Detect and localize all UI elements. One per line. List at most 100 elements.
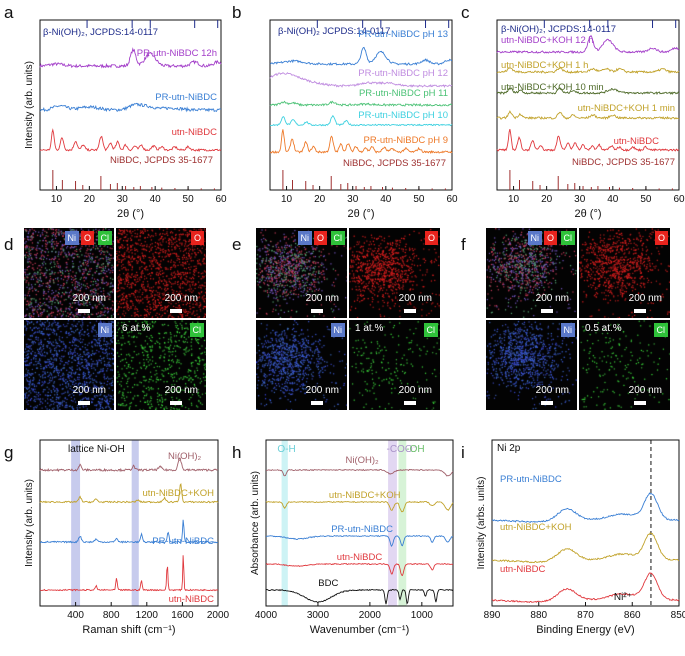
- pattern-a: [39, 128, 222, 153]
- element-tag-ni: Ni: [297, 231, 312, 245]
- x-tick-label: 30: [574, 194, 586, 205]
- x-axis-label: 2θ (°): [574, 208, 601, 220]
- series-label: Ni(OH)₂: [168, 451, 202, 462]
- ftir-trace: [266, 534, 454, 547]
- x-tick-label: 1200: [136, 610, 159, 621]
- x-tick-label: 20: [84, 194, 96, 205]
- ref-bottom-label: NiBDC, JCPDS 35-1677: [343, 158, 446, 169]
- cl-content-label: 6 at.%: [122, 323, 151, 334]
- ref-bottom-label: NiBDC, JCPDS 35-1677: [110, 155, 213, 166]
- x-tick-label: 850: [671, 610, 685, 621]
- x-axis-label: 2θ (°): [347, 208, 374, 220]
- pattern-b: [269, 114, 453, 127]
- element-tag-o: O: [543, 231, 557, 245]
- series-label: PR-utn-NiBDC pH 10: [358, 110, 448, 121]
- x-tick-label: 1000: [411, 610, 434, 621]
- series-label: PR-utn-NiBDC pH 11: [359, 88, 448, 99]
- scale-bar: [170, 309, 182, 313]
- panel-title: Ni 2p: [497, 443, 521, 454]
- scale-bar: [404, 401, 416, 405]
- panel-letter-i: i: [461, 443, 465, 462]
- eds-map-d-o: O 200 nm: [116, 228, 206, 318]
- series-label: utn-NiBDC+KOH: [500, 522, 572, 533]
- band-highlight: [398, 440, 407, 606]
- x-axis-label: Binding Energy (eV): [536, 624, 634, 636]
- eds-map-f-ni: Ni 200 nm: [486, 320, 577, 410]
- scale-bar: [634, 309, 646, 313]
- pattern-c: [496, 67, 680, 74]
- x-tick-label: 400: [67, 610, 84, 621]
- raman-trace: [39, 555, 219, 592]
- series-label: PR-utn-NiBDC pH 12: [358, 68, 448, 79]
- x-tick-label: 60: [215, 194, 227, 205]
- pattern-c: [496, 128, 680, 153]
- scale-bar: [541, 309, 553, 313]
- x-tick-label: 40: [607, 194, 619, 205]
- x-tick-label: 800: [103, 610, 120, 621]
- scale-bar-label: 200 nm: [628, 385, 662, 396]
- scale-bar: [311, 401, 323, 405]
- element-tag-cl: Cl: [330, 231, 345, 245]
- band-highlight: [71, 440, 81, 606]
- series-label: utn-NiBDC: [169, 594, 215, 605]
- eds-map-e-overlay: Cl O Ni 200 nm: [256, 228, 347, 318]
- ref-bottom-label: NiBDC, JCPDS 35-1677: [572, 157, 675, 168]
- x-tick-label: 1600: [171, 610, 194, 621]
- xps-trace: [491, 532, 680, 564]
- series-label: utn-NiBDC+KOH: [329, 490, 401, 501]
- band-highlight: [281, 440, 288, 606]
- scale-bar-label: 200 nm: [164, 385, 198, 396]
- panel-letter-h: h: [232, 443, 241, 462]
- scale-bar-label: 200 nm: [72, 293, 106, 304]
- eds-map-f-o: O 200 nm: [579, 228, 670, 318]
- band-highlight: [131, 440, 139, 606]
- x-tick-label: 10: [281, 194, 293, 205]
- panel-letter-c: c: [461, 3, 470, 22]
- band-annotation: -COO⁻: [387, 444, 418, 455]
- ftir-trace: [265, 562, 454, 577]
- series-label: PR-utn-NiBDC: [152, 536, 214, 547]
- element-tag-ni: Ni: [330, 323, 345, 337]
- series-label: utn-NiBDC: [337, 552, 383, 563]
- series-label: utn-NiBDC: [172, 127, 218, 138]
- raman-trace: [39, 483, 219, 504]
- element-tag-o: O: [654, 231, 668, 245]
- element-tag-cl: Cl: [560, 231, 575, 245]
- scale-bar-label: 200 nm: [305, 293, 339, 304]
- series-label: PR-utn-NiBDC pH 9: [364, 135, 448, 146]
- x-tick-label: 60: [673, 194, 685, 205]
- series-label: PR-utn-NiBDC: [155, 92, 217, 103]
- x-tick-label: 890: [484, 610, 501, 621]
- ftir-trace: [265, 588, 454, 605]
- eds-dot-map: [579, 228, 670, 318]
- x-tick-label: 4000: [255, 610, 278, 621]
- panel-letter-a: a: [4, 3, 14, 22]
- x-axis-label: Raman shift (cm⁻¹): [82, 624, 175, 636]
- raman-trace: [39, 519, 219, 544]
- series-label: PR-utn-NiBDC 12h: [137, 48, 217, 59]
- band-highlight: [388, 440, 397, 606]
- y-axis-label: Intensity (arb. units): [24, 479, 35, 567]
- pattern-c: [496, 34, 680, 55]
- y-axis-label: Intensity (arbs. units): [476, 477, 487, 570]
- series-label: utn-NiBDC: [614, 136, 660, 147]
- xps-trace: [491, 572, 680, 604]
- series-label: utn-NiBDC+KOH 1 h: [501, 60, 588, 71]
- scale-bar-label: 200 nm: [164, 293, 198, 304]
- x-tick-label: 880: [530, 610, 547, 621]
- y-axis-label: Absorbance (arb. units): [250, 471, 261, 575]
- element-tag-ni: Ni: [527, 231, 542, 245]
- pattern-b: [269, 100, 453, 107]
- panel-letter-d: d: [4, 235, 13, 254]
- scale-bar-label: 200 nm: [628, 293, 662, 304]
- panel-letter-b: b: [232, 3, 241, 22]
- ftir-frame: [265, 439, 454, 607]
- xrd-frame-a: [39, 19, 222, 191]
- x-tick-label: 40: [150, 194, 162, 205]
- panel-letter-e: e: [232, 235, 241, 254]
- pattern-c: [496, 110, 680, 121]
- xrd-frame-c: [496, 19, 680, 191]
- ref-top-label: β-Ni(OH)₂, JCPDS:14-0117: [43, 27, 158, 38]
- series-label: utn-NiBDC+KOH: [142, 488, 214, 499]
- x-tick-label: 50: [183, 194, 195, 205]
